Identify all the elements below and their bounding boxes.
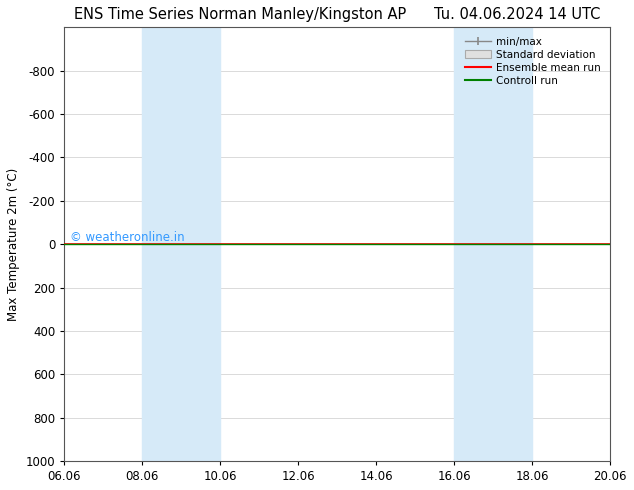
- Legend: min/max, Standard deviation, Ensemble mean run, Controll run: min/max, Standard deviation, Ensemble me…: [461, 32, 605, 90]
- Text: © weatheronline.in: © weatheronline.in: [70, 231, 184, 244]
- Y-axis label: Max Temperature 2m (°C): Max Temperature 2m (°C): [7, 168, 20, 321]
- Bar: [455, 27, 533, 461]
- Bar: [142, 27, 220, 461]
- Title: ENS Time Series Norman Manley/Kingston AP      Tu. 04.06.2024 14 UTC: ENS Time Series Norman Manley/Kingston A…: [74, 7, 600, 22]
